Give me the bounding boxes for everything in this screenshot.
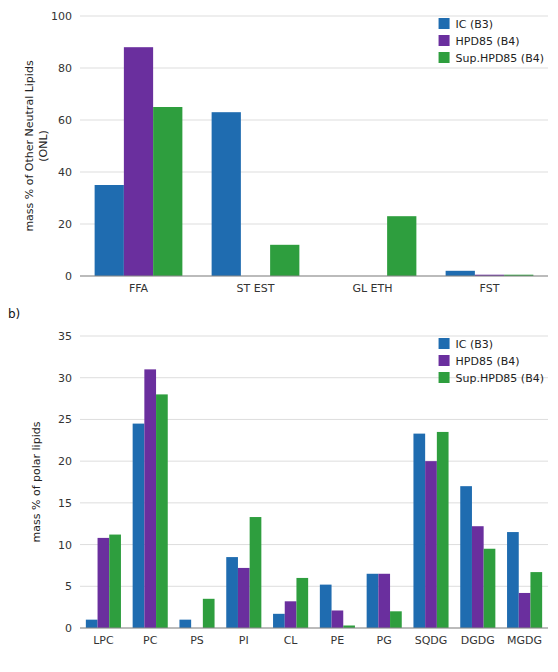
bar	[238, 568, 250, 628]
tick-label: 100	[51, 10, 72, 23]
bar	[378, 574, 390, 628]
bar	[273, 614, 285, 628]
tick-label: 40	[58, 166, 72, 179]
category-label: PE	[331, 634, 345, 647]
bar	[124, 47, 153, 276]
category-label: DGDG	[461, 634, 495, 647]
bar	[460, 486, 472, 628]
bar	[226, 557, 238, 628]
legend-label: IC (B3)	[456, 338, 494, 351]
bar	[519, 593, 531, 628]
y-axis-label-line: (ONL)	[37, 130, 50, 162]
bar	[425, 461, 437, 628]
legend-swatch	[439, 355, 450, 366]
bar	[179, 620, 191, 628]
bar	[86, 620, 98, 628]
bar	[413, 434, 425, 628]
bars	[86, 369, 542, 628]
bar	[270, 245, 299, 276]
bar	[484, 549, 496, 628]
tick-label: 0	[65, 270, 72, 283]
chart: 0 5 10 15 20 25 30 35 LPC PC PS PI CL PE PG SQDG DGDG MGD…	[8, 307, 548, 647]
bar	[446, 271, 475, 276]
legend-swatch	[439, 18, 450, 29]
bar	[156, 394, 168, 628]
tick-label: 30	[58, 372, 72, 385]
legend-swatch	[439, 35, 450, 46]
legend-label: IC (B3)	[456, 18, 494, 31]
bar	[98, 538, 110, 628]
category-label: CL	[284, 634, 299, 647]
category-label: PC	[143, 634, 158, 647]
bar	[390, 611, 402, 628]
bar	[109, 535, 121, 628]
category-label: FFA	[129, 282, 149, 295]
category-label: PS	[190, 634, 204, 647]
tick-label: 0	[65, 622, 72, 635]
legend-swatch	[439, 52, 450, 63]
bar	[250, 517, 262, 628]
bar	[144, 369, 156, 628]
legend-swatch	[439, 338, 450, 349]
chart: 0 20 40 60 80 100 FFA ST EST GL ETH FST mass % of …	[23, 10, 548, 295]
legend-label: HPD85 (B4)	[456, 35, 520, 48]
tick-label: 20	[58, 455, 72, 468]
tick-label: 25	[58, 413, 72, 426]
bar	[507, 532, 519, 628]
bar	[133, 424, 145, 628]
legend-label: HPD85 (B4)	[456, 355, 520, 368]
bar	[95, 185, 124, 276]
category-label: LPC	[93, 634, 114, 647]
bar	[285, 601, 297, 628]
category-label: ST EST	[237, 282, 275, 295]
title: b)	[8, 307, 20, 321]
bar	[472, 526, 484, 628]
bar	[296, 578, 308, 628]
grid-line	[80, 336, 548, 337]
grid-line	[80, 16, 548, 17]
y-axis-label: mass % of Other Neutral Lipids(ONL)	[23, 60, 50, 231]
legend: IC (B3) HPD85 (B4) Sup.HPD85 (B4)	[439, 338, 544, 385]
bar	[387, 216, 416, 276]
tick-label: 5	[65, 580, 72, 593]
bar	[153, 107, 182, 276]
y-axis-label-line: mass % of polar lipids	[30, 421, 43, 542]
legend-label: Sup.HPD85 (B4)	[456, 52, 544, 65]
bars	[95, 47, 534, 276]
x-axis-line	[80, 628, 548, 629]
category-label: GL ETH	[352, 282, 392, 295]
bar	[437, 432, 449, 628]
tick-label: 60	[58, 114, 72, 127]
category-label: MGDG	[507, 634, 542, 647]
grid-line	[80, 628, 548, 629]
category-label: PI	[239, 634, 249, 647]
legend-swatch	[439, 372, 450, 383]
legend: IC (B3) HPD85 (B4) Sup.HPD85 (B4)	[439, 18, 544, 65]
tick-label: 15	[58, 497, 72, 510]
bar	[530, 572, 542, 628]
category-label: SQDG	[415, 634, 448, 647]
bar	[367, 574, 379, 628]
bar	[203, 599, 215, 628]
tick-label: 80	[58, 62, 72, 75]
figure: 020406080100FFAST ESTGL ETHFSTmass % of …	[0, 0, 558, 672]
bar	[332, 610, 344, 628]
y-axis-label-line: mass % of Other Neutral Lipids	[23, 60, 36, 231]
x-axis-line	[80, 276, 548, 277]
category-label: FST	[480, 282, 500, 295]
y-axis-label: mass % of polar lipids	[30, 421, 43, 542]
legend-label: Sup.HPD85 (B4)	[456, 372, 544, 385]
tick-label: 35	[58, 330, 72, 343]
bar	[212, 112, 241, 276]
tick-label: 10	[58, 539, 72, 552]
tick-label: 20	[58, 218, 72, 231]
grid-line	[80, 276, 548, 277]
bar	[320, 585, 332, 628]
category-label: PG	[377, 634, 392, 647]
